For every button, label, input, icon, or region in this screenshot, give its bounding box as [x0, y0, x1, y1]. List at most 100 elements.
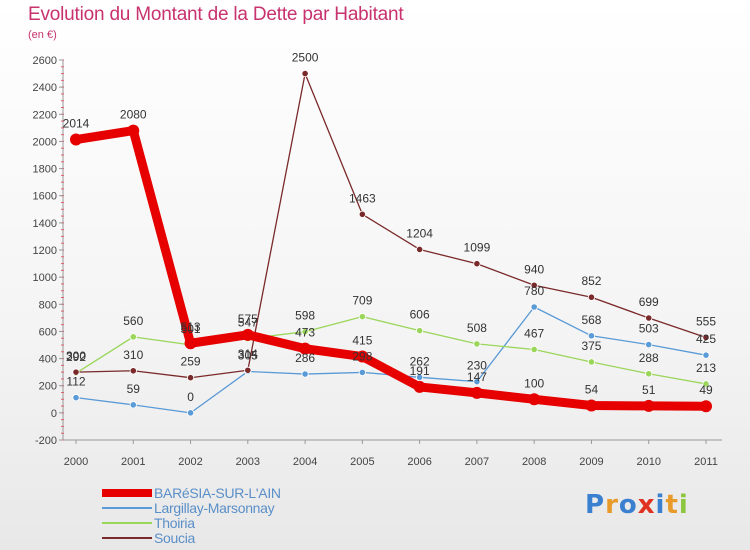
y-tick-label: 400: [39, 354, 57, 366]
data-label: 560: [123, 314, 143, 328]
x-tick-label: 2004: [293, 456, 317, 468]
data-point: [702, 351, 710, 359]
data-point: [299, 342, 312, 355]
data-label: 513: [181, 320, 201, 334]
logo-letter: o: [618, 490, 638, 520]
y-tick-label: 2200: [33, 109, 57, 121]
data-point: [530, 303, 538, 311]
data-label: 49: [699, 383, 713, 397]
y-tick-label: 0: [51, 408, 57, 420]
logo-letter: r: [605, 490, 619, 520]
y-tick-label: 1200: [33, 245, 57, 257]
data-point: [184, 337, 197, 350]
x-tick-label: 2000: [64, 456, 88, 468]
data-label: 375: [581, 339, 601, 353]
data-point: [530, 345, 538, 354]
data-point: [413, 380, 426, 393]
data-point: [645, 340, 653, 349]
data-label: 2014: [63, 117, 90, 131]
data-point: [587, 332, 596, 340]
data-point: [642, 399, 655, 412]
y-tick-label: 200: [39, 381, 57, 393]
data-point: [587, 358, 596, 366]
data-label: 2500: [292, 51, 319, 65]
data-label: 501: [181, 322, 201, 336]
data-label: 1099: [464, 241, 491, 255]
legend-label-largillay: Largillay-Marsonnay: [154, 500, 275, 516]
legend-label-soucia: Soucia: [154, 530, 196, 546]
x-tick-label: 2003: [236, 456, 260, 468]
data-label: 575: [238, 312, 258, 326]
x-tick-label: 2008: [522, 456, 546, 468]
data-label: 709: [352, 294, 372, 308]
data-point: [186, 374, 195, 382]
data-point: [473, 260, 481, 268]
x-tick-label: 2010: [636, 456, 660, 468]
x-tick-label: 2011: [694, 456, 718, 468]
data-point: [129, 333, 137, 341]
data-point: [528, 393, 541, 406]
x-tick-label: 2006: [407, 456, 431, 468]
data-point: [301, 370, 309, 378]
logo-letter: i: [655, 490, 666, 520]
data-label: 606: [410, 308, 430, 322]
data-point: [645, 370, 653, 378]
data-point: [358, 368, 366, 377]
data-label: 0: [187, 390, 194, 404]
x-tick-label: 2009: [579, 456, 603, 468]
data-point: [473, 340, 481, 348]
x-tick-label: 2001: [121, 456, 145, 468]
data-point: [129, 401, 137, 409]
data-label: 230: [467, 359, 487, 373]
chart-subtitle: (en €): [28, 29, 57, 41]
legend-swatch-thoiria: [102, 522, 152, 524]
y-tick-label: 1800: [33, 164, 57, 176]
data-point: [301, 69, 309, 78]
data-point: [416, 245, 424, 254]
data-label: 259: [181, 355, 201, 369]
data-label: 508: [467, 321, 487, 335]
data-label: 286: [295, 351, 315, 365]
data-label: 473: [295, 326, 315, 340]
data-label: 147: [467, 370, 487, 384]
x-tick-label: 2005: [350, 456, 374, 468]
data-label: 425: [696, 332, 716, 346]
legend-label-thoiria: Thoiria: [154, 515, 195, 531]
data-point: [244, 366, 252, 374]
legend-swatch-soucia: [102, 537, 152, 539]
logo-letter: x: [637, 490, 656, 520]
y-tick-label: 2600: [33, 55, 57, 67]
data-point: [70, 133, 82, 146]
data-label: 314: [238, 347, 258, 361]
logo-letter: i: [678, 490, 689, 520]
x-tick-label: 2002: [178, 456, 202, 468]
data-point: [186, 409, 195, 417]
data-point: [356, 350, 369, 363]
data-point: [416, 327, 424, 335]
y-tick-label: -200: [35, 435, 57, 447]
data-point: [72, 394, 80, 402]
data-point: [358, 313, 366, 321]
data-point: [358, 210, 366, 218]
x-tick-label: 2007: [465, 456, 489, 468]
data-label: 568: [581, 313, 601, 327]
data-label: 1204: [406, 226, 433, 240]
data-point: [72, 368, 80, 376]
data-label: 503: [639, 322, 659, 336]
data-label: 112: [66, 375, 85, 389]
data-label: 191: [410, 364, 430, 378]
data-label: 298: [352, 349, 372, 363]
y-tick-label: 800: [39, 299, 57, 311]
data-point: [301, 328, 309, 336]
data-point: [241, 328, 254, 341]
data-label: 310: [123, 348, 143, 362]
data-point: [585, 399, 598, 412]
data-label: 852: [581, 274, 601, 288]
data-point: [645, 314, 653, 322]
data-point: [702, 380, 710, 388]
data-label: 51: [642, 383, 656, 397]
legend-label-baresia: BARéSIA-SUR-L'AIN: [154, 485, 281, 501]
y-tick-label: 1000: [33, 272, 57, 284]
data-label: 598: [295, 309, 315, 323]
